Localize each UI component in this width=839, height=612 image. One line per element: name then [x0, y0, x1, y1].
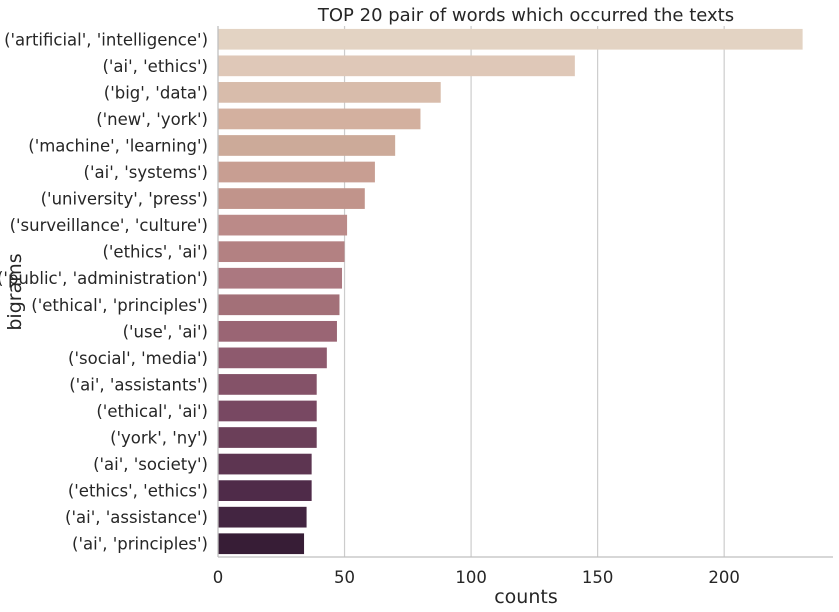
x-axis-label: counts: [494, 586, 558, 608]
x-tick-label: 50: [334, 568, 355, 587]
y-tick-label: ('ai', 'principles'): [72, 535, 208, 554]
y-tick-label: ('ai', 'assistance'): [65, 508, 208, 527]
bar: [218, 55, 575, 77]
y-tick-label: ('social', 'media'): [68, 349, 208, 368]
bar: [218, 294, 340, 316]
bar: [218, 374, 317, 395]
y-tick-label: ('new', 'york'): [96, 110, 208, 129]
bar: [218, 135, 396, 156]
bar: [218, 453, 312, 475]
x-tick-label: 200: [708, 568, 740, 587]
x-tick-label: 100: [455, 568, 487, 587]
y-tick-label: ('big', 'data'): [104, 83, 208, 102]
bar: [218, 108, 421, 130]
y-tick-label: ('use', 'ai'): [123, 322, 208, 341]
y-tick-label: ('public', 'administration'): [0, 269, 208, 288]
y-tick-label: ('surveillance', 'culture'): [10, 216, 208, 235]
bar: [218, 267, 343, 289]
y-tick-label: ('ethics', 'ai'): [102, 243, 208, 262]
y-axis-label: bigrams: [4, 253, 26, 330]
chart-title: TOP 20 pair of words which occurred the …: [317, 5, 734, 26]
y-tick-label: ('york', 'ny'): [110, 429, 208, 448]
bar: [218, 161, 375, 183]
x-tick-labels: 0 50 100 150 200: [213, 568, 740, 587]
y-tick-label: ('ethical', 'principles'): [31, 296, 208, 315]
x-tick-label: 0: [213, 568, 224, 587]
y-tick-label: ('ethics', 'ethics'): [68, 482, 208, 501]
y-tick-label: ('ai', 'society'): [93, 455, 208, 474]
bar: [218, 533, 305, 555]
y-tick-label: ('university', 'press'): [41, 190, 208, 209]
bar: [218, 400, 317, 422]
bar: [218, 320, 337, 342]
bar: [218, 214, 348, 236]
bars-layer: [218, 28, 803, 555]
y-tick-label: ('ai', 'assistants'): [69, 375, 208, 394]
bar: [218, 82, 441, 103]
x-tick-label: 150: [582, 568, 614, 587]
bar: [218, 188, 365, 209]
y-tick-label: ('ethical', 'ai'): [96, 402, 208, 421]
bar: [218, 28, 803, 50]
y-tick-label: ('ai', 'systems'): [84, 163, 208, 182]
y-tick-label: ('machine', 'learning'): [28, 136, 208, 155]
bar: [218, 506, 307, 528]
y-tick-label: ('ai', 'ethics'): [102, 57, 208, 76]
bar: [218, 241, 345, 263]
y-tick-label: ('artificial', 'intelligence'): [4, 30, 208, 49]
bar: [218, 427, 317, 448]
grid-layer: [343, 26, 725, 557]
bar: [218, 347, 327, 369]
bar: [218, 480, 312, 501]
y-tick-labels: ('artificial', 'intelligence') ('ai', 'et…: [0, 30, 208, 553]
